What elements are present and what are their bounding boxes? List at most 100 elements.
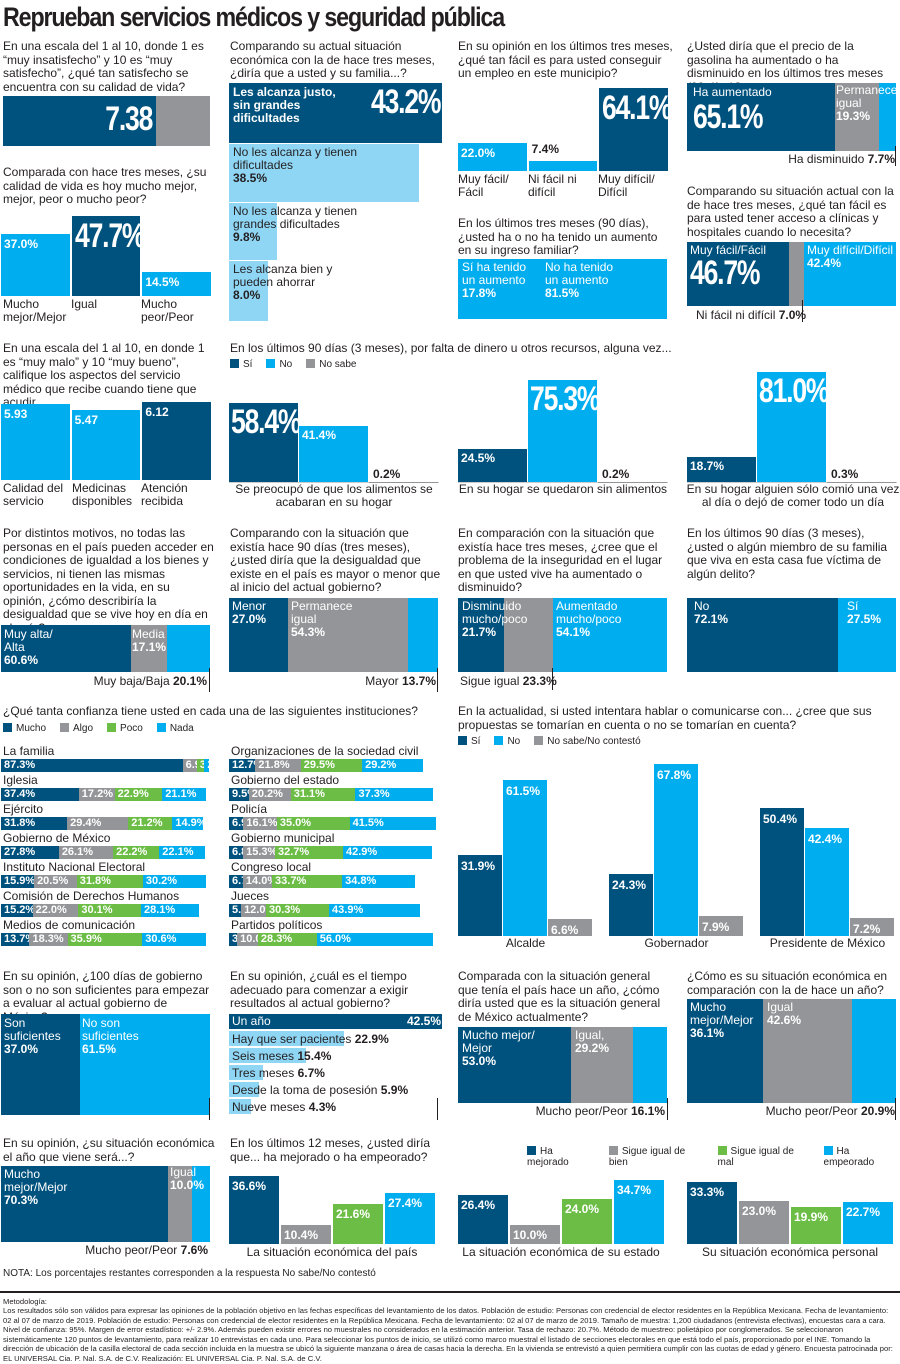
institution-bar: 27.8% 26.1% 22.2% 22.1% [1,846,209,859]
time-bar [229,1065,263,1080]
stack-value: 29.2% [575,1041,610,1055]
satisfaction-scale-bar: 7.38 [3,96,210,146]
stack-seg-0 [687,598,839,672]
stack-value: 36.1% [690,1026,725,1040]
trust-seg: 43.9% [329,904,421,917]
q-clinics-question: Comparando su situación actual con la de… [687,184,894,239]
trust-seg: 5.8% [229,904,257,917]
q-inequality-change-question: Comparando con la situación que existía … [230,526,441,594]
stack-value: 54.1% [556,625,591,639]
stack-value: 54.3% [291,625,326,639]
food-bar: 24.5% [458,448,527,482]
proposal-value: 42.4% [808,832,843,847]
proposals-chart: 31.9% 61.5% 6.6% Alcalde 24.3% 67.8% 7.9% Gober… [458,740,900,955]
food-bar-value: 58.4% [231,402,302,441]
q-inequality-question: Por distintos motivos, no todas las pers… [3,526,214,634]
trust-seg: 34.8% [342,875,415,888]
stack-value: 70.3% [4,1193,39,1207]
famecon-bar-0: Les alcanza justo, sin grandes dificulta… [229,83,442,143]
trust-seg: 15.3% [243,846,277,859]
month-value: 22.7% [846,1204,881,1219]
institution-bar: 6.8%15.3%32.7%42.9% [229,846,437,859]
stack-label: Son suficientes [4,1016,61,1043]
month-bar: 10.0% [510,1225,560,1244]
methodology-text: Los resultados sólo son válidos para exp… [3,1306,893,1363]
bar-value-label: 6.12 [145,405,169,419]
bar-1: 5.47 [71,410,141,480]
trust-seg: 31.1% [290,788,356,801]
trust-seg: 12.7% [229,759,263,772]
stack-value: 37.0% [4,1042,39,1056]
pyear-worse-callout: Mucho peor/Peor 20.9% [765,1104,895,1118]
famecon-label: No les alcanza y tienen grandes dificult… [233,204,358,231]
trust-seg: 6.8% [229,846,257,859]
trust-seg: 13.7% [1,933,35,946]
month-group-label: La situación económica del país [246,1245,418,1259]
institution-name: Congreso local [231,860,312,874]
institution-name: Iglesia [3,773,38,787]
famecon-label: Les alcanza bien y pueden ahorrar [233,262,333,289]
stack-seg-0 [1,625,131,672]
stack-label: Mucho mejor/ Mejor [462,1028,535,1055]
gas-seg-0 [687,83,835,151]
satisfaction-fill-bar [3,96,156,146]
clinic-hard-value: 42.4% [807,256,842,270]
100days-bar: Son suficientes 37.0% No son suficientes 61… [1,1014,210,1115]
stack-seg-0 [458,1027,571,1103]
gas-up-label: Ha aumentado [693,85,772,99]
bar-2: 64.1% [599,88,673,171]
stack-seg-0 [229,598,289,672]
clinics-neutral-label: Ni fácil ni difícil [696,308,776,322]
stack-label: Aumentado mucho/poco [556,599,622,626]
month-bar: 34.7% [614,1179,664,1244]
time-bar [229,1082,259,1097]
time-row: Hay que ser pacientes 22.9% [232,1033,389,1046]
stack-seg-2 [407,598,438,672]
legend-item-poco: Poco [107,723,143,734]
institution-bar: 13.7% 18.3% 35.9% 30.6% [1,933,209,946]
trust-seg: 14.0% [242,875,277,888]
trust-seg: 37.4% [1,788,79,801]
crime-bar: No 72.1% Sí 27.5% [687,598,896,672]
bar-value-label: 37.0% [4,236,39,251]
time-chart: Un año 42.5% Hay que ser pacientes 22.9% Se… [229,1014,444,1118]
income-yes-label: Sí ha tenido un aumento [462,260,527,287]
trust-seg: 42.9% [342,846,433,859]
leader-line [552,668,553,690]
famecon-label: Les alcanza justo, sin grandes dificulta… [233,85,336,125]
note: NOTA: Los porcentajes restantes correspo… [3,1268,376,1279]
month-bar: 23.0% [739,1201,789,1244]
trust-seg: 6.9% [182,759,211,772]
trust-seg: 16.1% [243,817,278,830]
legend-swatch [306,359,316,368]
legend-item-nosabe: No sabe/No contestó [534,736,641,747]
time-value: 42.5% [406,1014,441,1028]
food-group-label: En su hogar alguien sólo comió una vez a… [686,482,900,509]
institution-name: Gobierno municipal [231,831,335,845]
quality-label-2: Igual [71,297,98,311]
famecon-bar-3 [229,261,269,321]
food-bar-value: 75.3% [530,379,601,418]
trust-seg: 28.1% [140,904,200,917]
gasoline-leader-line [895,146,896,166]
stack-value: 27.5% [847,612,882,626]
next-worse-callout: Mucho peor/Peor 7.6% [85,1243,208,1257]
food-bar [827,481,896,482]
stack-seg-1 [79,1014,210,1115]
proposal-group-label: Alcalde [505,936,546,950]
institution-bar: 5.8%12.0%30.3%43.9% [229,904,437,917]
famecon-value: 8.0% [233,288,261,302]
food-bar: 75.3% [528,379,601,482]
gas-up-value: 65.1% [693,98,764,136]
divider [0,1291,900,1293]
trust-seg: 18.3% [29,933,68,946]
q-proposals-question: En la actualidad, si usted intentara hab… [458,704,872,732]
trust-seg: 22.0% [32,904,79,917]
stack-seg-2 [852,999,896,1103]
country-worse-callout: Mucho peor/Peor 16.1% [535,1104,665,1118]
trust-seg: 29.5% [300,759,363,772]
trust-seg: 15.2% [1,904,35,917]
legend-item-si: Sí [458,736,480,747]
legend-item-mejorado: Ha mejorado [527,1146,569,1168]
trust-seg: 10.0% [237,933,271,946]
